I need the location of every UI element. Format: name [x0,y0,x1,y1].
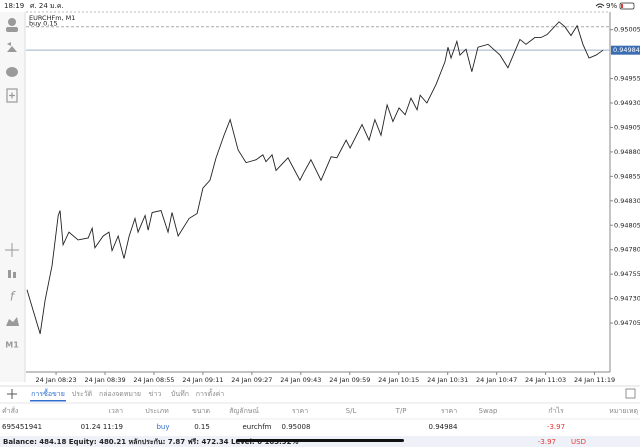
status-date: ศ. 24 ม.ค. [30,2,64,10]
tab[interactable]: ประวัติ [72,390,93,398]
column-header: T/P [395,407,407,415]
x-tick-label: 24 Jan 10:31 [427,376,468,384]
balance-profit: -3.97 [538,438,556,446]
y-tick-label: 0.94930 [614,99,640,107]
cell-type: buy [156,423,169,431]
new-order-plus [9,92,15,99]
x-tick-label: 24 Jan 10:15 [378,376,419,384]
cell-open-price: 0.95008 [282,423,311,431]
add-button[interactable] [7,389,17,399]
tab[interactable]: การซื้อขาย [31,387,65,398]
column-header: S/L [346,407,357,415]
active-tab-underline [30,400,66,402]
tabs: การซื้อขาย ประวัติ กล่องจดหมาย ข่าว บันทึก กา… [30,387,224,402]
x-tick-label: 24 Jan 11:19 [574,376,615,384]
chart-title: EURCHFm, M1 [29,14,75,22]
y-tick-label: 0.94780 [614,246,640,254]
positions-table: คำสั่ง เวลา ประเภท ขนาด สัญลักษณ์ ราคา S/L T/P ร… [0,406,640,431]
y-tick-label: 0.94830 [614,197,640,205]
column-header: เวลา [108,407,123,415]
cell-size: 0.15 [194,423,210,431]
cell-order: 695451941 [2,423,42,431]
x-tick-label: 24 Jan 08:55 [133,376,174,384]
account-icon-body [6,27,18,32]
column-header: ราคา [441,407,457,415]
balance-currency: USD [571,438,586,446]
y-tick-label: 0.94755 [614,270,640,278]
tab[interactable]: กล่องจดหมาย [99,390,141,398]
x-tick-label: 24 Jan 09:59 [329,376,370,384]
tab[interactable]: ข่าว [149,390,162,398]
tab[interactable]: บันทึก [171,389,189,398]
column-header: กำไร [548,406,564,415]
x-tick-label: 24 Jan 10:47 [476,376,517,384]
layout-icon[interactable] [625,388,636,399]
objects-icon[interactable] [6,317,19,326]
y-tick-label: 0.94855 [614,172,640,180]
toolbar-icons: f M1 [5,18,19,350]
order-line-label: buy 0.15 [29,20,58,28]
x-tick-label: 24 Jan 08:39 [84,376,125,384]
x-tick-label: 24 Jan 09:11 [182,376,223,384]
tab[interactable]: การตั้งค่า [196,387,225,398]
y-tick-label: 0.94955 [614,75,640,83]
plot-area: 0.95005 0.94955 0.94930 0.94905 0.94880 0.948… [26,20,640,384]
cell-time: 01.24 11:19 [81,423,123,431]
x-tick-label: 24 Jan 09:27 [231,376,272,384]
cell-price: 0.94984 [429,423,458,431]
column-header: ขนาด [192,407,210,415]
chat-icon[interactable] [6,67,18,77]
y-tick-label: 0.94805 [614,221,640,229]
timeframe[interactable]: M1 [5,341,19,350]
column-header: ประเภท [145,407,169,415]
account-icon[interactable] [8,18,16,26]
current-price-label: 0.94984 [613,46,640,54]
trade-icon[interactable] [7,42,17,52]
y-tick-label: 0.94705 [614,319,640,327]
battery-icon [619,2,635,10]
cell-symbol: eurchfm [242,423,271,431]
new-order-icon[interactable] [6,88,18,103]
column-header: ราคา [292,407,308,415]
battery-level [621,4,623,8]
home-indicator [236,439,404,442]
y-tick-label: 0.94905 [614,123,640,131]
battery-percent: 9% [606,2,617,10]
column-header: คำสั่ง [2,406,18,415]
crosshair-icon[interactable] [5,243,19,257]
indicators-icon[interactable] [8,270,16,278]
column-header: Swap [479,407,498,415]
column-header: สัญลักษณ์ [229,407,259,415]
x-tick-label: 24 Jan 08:23 [35,376,76,384]
y-tick-label: 0.95005 [614,26,640,34]
function-icon[interactable]: f [10,290,16,304]
column-header: หมายเหตุ [609,407,638,415]
current-price-box [611,45,640,55]
y-tick-label: 0.94730 [614,295,640,303]
cell-profit: -3.97 [547,423,565,431]
x-tick-label: 24 Jan 11:03 [525,376,566,384]
y-tick-label: 0.94880 [614,148,640,156]
x-tick-label: 24 Jan 09:43 [280,376,321,384]
status-time: 18:19 [4,2,24,10]
wifi-icon [595,3,605,8]
price-line [26,21,604,334]
balance-summary: Balance: 484.18 Equity: 480.21 หลักประกั… [3,438,298,446]
